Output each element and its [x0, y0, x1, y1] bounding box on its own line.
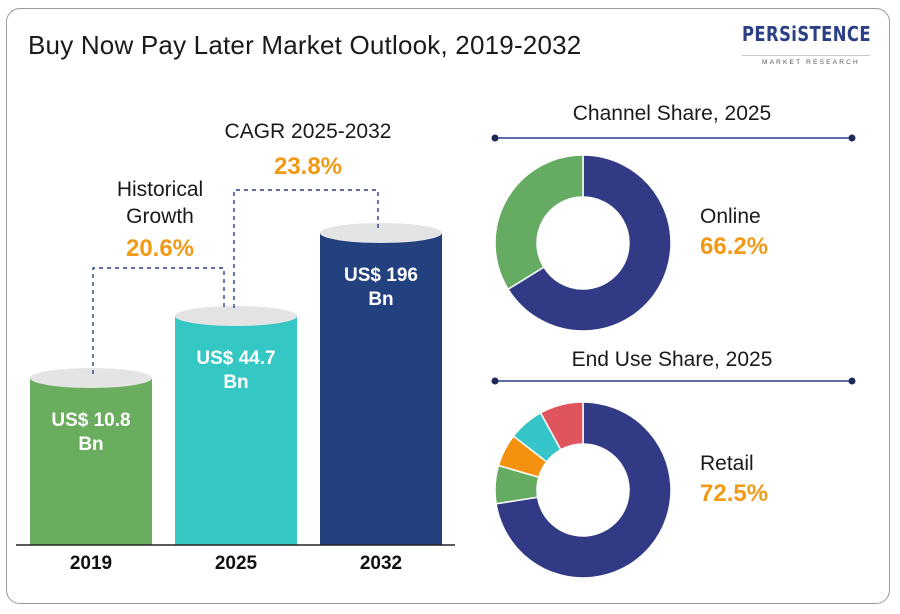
year-label-2025: 2025 — [215, 553, 258, 574]
channel-share-donut — [494, 154, 672, 332]
growth-connectors — [92, 189, 379, 374]
bar-cap-2032 — [320, 223, 442, 243]
cagr-connector — [233, 189, 379, 308]
logo-subtitle: MARKET RESEARCH — [762, 59, 860, 66]
channel-share-title: Channel Share, 2025 — [573, 102, 772, 125]
bar-2032 — [320, 233, 442, 545]
bar-value-label: US$ 44.7 — [196, 348, 275, 369]
bar-year-labels: 2019 2025 2032 — [70, 553, 402, 574]
end-use-share-title: End Use Share, 2025 — [572, 348, 773, 371]
bar-2025 — [175, 316, 297, 545]
channel-highlight-label: Online — [700, 205, 761, 228]
rule-dot-left — [491, 377, 499, 385]
end-use-highlight-label: Retail — [700, 452, 754, 475]
channel-highlight-value: 66.2% — [700, 233, 768, 260]
bar-value-unit: Bn — [368, 289, 393, 310]
channel-donut-slice-1 — [494, 154, 584, 291]
year-label-2019: 2019 — [70, 553, 112, 574]
page-title: Buy Now Pay Later Market Outlook, 2019-2… — [28, 30, 582, 60]
bar-value-unit: Bn — [78, 434, 103, 455]
bar-value-unit: Bn — [223, 372, 248, 393]
end-use-donut-slice-0 — [495, 401, 672, 579]
rule-dot-right — [848, 377, 856, 385]
bar-cap-2025 — [175, 306, 297, 326]
chart-frame — [6, 8, 890, 604]
bar-cap-2019 — [30, 368, 152, 388]
bar-2019 — [30, 378, 152, 545]
end-use-donut-slice-4 — [539, 401, 584, 451]
bar-value-label: US$ 196 — [344, 265, 418, 286]
rule-dot-right — [848, 134, 856, 142]
cagr-label: CAGR 2025-2032 — [225, 120, 392, 143]
cagr-value: 23.8% — [274, 153, 342, 180]
bar-chart: US$ 10.8 Bn US$ 44.7 Bn US$ 196 Bn — [30, 223, 442, 545]
end-use-share-section: End Use Share, 2025 Retail 72.5% — [491, 348, 856, 579]
rule-dot-left — [491, 134, 499, 142]
logo-wordmark: PERSiSTENCE — [742, 22, 871, 46]
historical-label-line1: Historical — [117, 178, 203, 201]
bar-value-label: US$ 10.8 — [51, 410, 130, 431]
end-use-share-donut — [494, 401, 672, 579]
historical-growth-value: 20.6% — [126, 235, 194, 262]
channel-share-section: Channel Share, 2025 Online 66.2% — [491, 102, 856, 332]
channel-donut-slice-0 — [507, 154, 672, 332]
historical-connector — [92, 267, 225, 374]
historical-label-line2: Growth — [126, 205, 194, 228]
logo-divider — [742, 55, 870, 56]
end-use-highlight-value: 72.5% — [700, 480, 768, 507]
brand-logo: PERSiSTENCE MARKET RESEARCH — [742, 22, 882, 70]
year-label-2032: 2032 — [360, 553, 402, 574]
